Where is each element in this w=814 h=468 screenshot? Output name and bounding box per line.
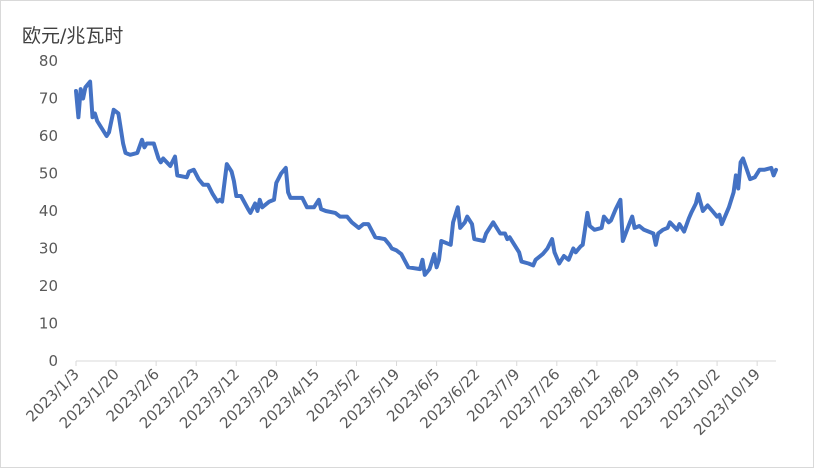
y-tick-label: 70 xyxy=(39,90,58,108)
y-tick-label: 20 xyxy=(39,277,58,295)
y-tick-label: 50 xyxy=(39,165,58,183)
y-tick-label: 30 xyxy=(39,240,58,258)
y-tick-label: 80 xyxy=(39,52,58,70)
y-axis-label: 欧元/兆瓦时 xyxy=(22,25,123,47)
data-line xyxy=(74,79,778,277)
y-tick-label: 10 xyxy=(39,315,58,333)
y-tick-label: 60 xyxy=(39,127,58,145)
y-tick-label: 40 xyxy=(39,202,58,220)
y-tick-label: 0 xyxy=(48,352,58,370)
